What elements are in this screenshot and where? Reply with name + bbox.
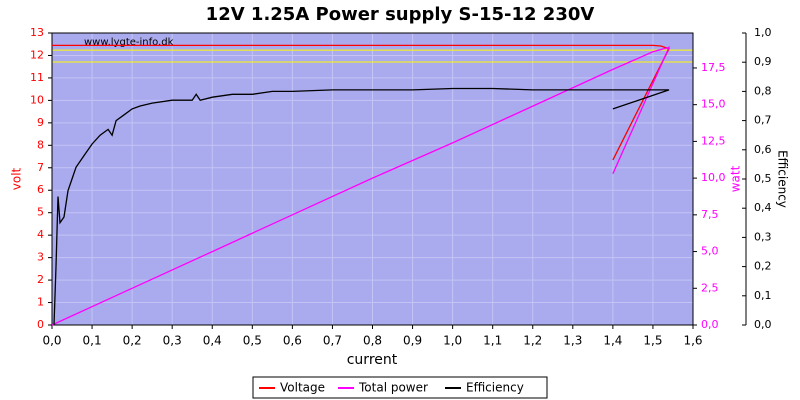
legend-label: Total power — [358, 381, 428, 395]
y2-tick-label: 2,5 — [701, 281, 719, 294]
y3-tick-label: 0,6 — [754, 143, 772, 156]
y-tick-label: 0 — [37, 318, 44, 331]
y3-tick-label: 0,1 — [754, 289, 772, 302]
x-tick-label: 0,8 — [363, 334, 382, 348]
y3-tick-label: 0,5 — [754, 172, 772, 185]
x-tick-label: 0,1 — [83, 334, 102, 348]
y-tick-label: 4 — [37, 228, 44, 241]
x-tick-label: 1,4 — [603, 334, 622, 348]
legend-box — [252, 376, 548, 399]
legend-label: Voltage — [280, 381, 325, 395]
x-tick-label: 1,2 — [523, 334, 542, 348]
x-tick-label: 0,5 — [243, 334, 262, 348]
y-tick-label: 1 — [37, 296, 44, 309]
y-tick-label: 3 — [37, 251, 44, 264]
y-tick-label: 13 — [30, 26, 44, 39]
y3-tick-label: 0,2 — [754, 260, 772, 273]
y2-tick-label: 10,0 — [701, 171, 726, 184]
x-tick-label: 0,2 — [123, 334, 142, 348]
y3-tick-label: 0,4 — [754, 201, 772, 214]
y-axis-label: volt — [10, 167, 24, 190]
x-tick-label: 0,3 — [163, 334, 182, 348]
y3-tick-label: 0,7 — [754, 114, 772, 127]
y2-tick-label: 5,0 — [701, 245, 719, 258]
y2-tick-label: 12,5 — [701, 134, 726, 147]
x-tick-label: 1,6 — [683, 334, 702, 348]
plot-frame — [51, 32, 694, 326]
series-line — [53, 87, 670, 326]
legend: Voltage Total power Efficiency — [252, 376, 548, 399]
x-tick-label: 0,9 — [403, 334, 422, 348]
y3-tick-label: 0,0 — [754, 318, 772, 331]
x-tick-label: 0,6 — [283, 334, 302, 348]
y2-tick-label: 0,0 — [701, 318, 719, 331]
y3-axis-label: Efficiency — [776, 150, 790, 208]
y2-tick-label: 15,0 — [701, 98, 726, 111]
legend-label: Efficiency — [466, 381, 524, 395]
y-tick-label: 11 — [30, 71, 44, 84]
y-tick-label: 6 — [37, 183, 44, 196]
chart-title: 12V 1.25A Power supply S-15-12 230V — [206, 4, 595, 25]
x-tick-label: 1,1 — [483, 334, 502, 348]
y3-tick-label: 0,8 — [754, 84, 772, 97]
y2-tick-label: 7,5 — [701, 208, 719, 221]
y-tick-label: 10 — [30, 93, 44, 106]
x-tick-label: 1,0 — [443, 334, 462, 348]
y3-tick-label: 1,0 — [754, 26, 772, 39]
y-tick-label: 8 — [37, 138, 44, 151]
y-tick-label: 12 — [30, 48, 44, 61]
series-line — [51, 46, 671, 326]
y-tick-label: 5 — [37, 206, 44, 219]
x-tick-label: 0,4 — [203, 334, 222, 348]
y2-tick-label: 17,5 — [701, 61, 726, 74]
y-tick-label: 9 — [37, 116, 44, 129]
y3-tick-label: 0,3 — [754, 230, 772, 243]
x-tick-label: 0,7 — [323, 334, 342, 348]
x-axis-label: current — [347, 352, 398, 368]
y-tick-label: 2 — [37, 273, 44, 286]
y-tick-label: 7 — [37, 161, 44, 174]
y2-axis-label: watt — [729, 165, 743, 192]
watermark: www.lygte-info.dk — [84, 37, 174, 48]
x-tick-label: 1,3 — [563, 334, 582, 348]
x-tick-label: 1,5 — [643, 334, 662, 348]
y3-tick-label: 0,9 — [754, 55, 772, 68]
x-tick-label: 0,0 — [42, 334, 61, 348]
